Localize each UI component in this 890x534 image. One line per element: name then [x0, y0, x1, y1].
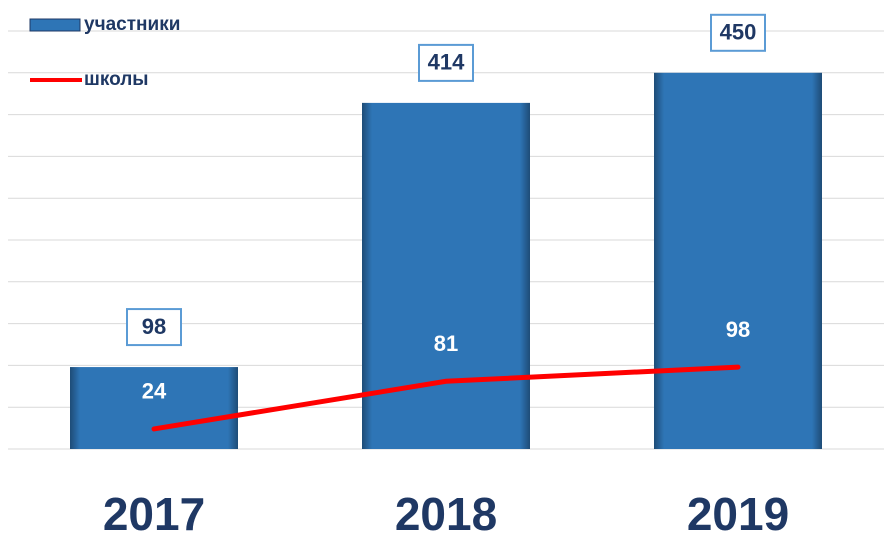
line-value-label: 81 [434, 331, 458, 356]
line [151, 364, 741, 432]
value-label: 450 [720, 20, 757, 45]
value-label: 414 [428, 50, 465, 75]
bar-bevel [362, 102, 530, 450]
x-tick-label: 2017 [103, 488, 205, 534]
x-tick-label: 2019 [687, 488, 789, 534]
value-label-box [418, 43, 474, 82]
bar-bevel [654, 72, 822, 450]
line-value-label: 98 [726, 317, 750, 342]
line-value-label: 24 [142, 379, 167, 404]
value-label: 98 [142, 314, 166, 339]
legend-label: школы [84, 69, 149, 90]
bar-bevel [70, 367, 238, 449]
legend-swatch [29, 18, 81, 32]
value-label-box [710, 13, 766, 52]
legend-label: участники [84, 14, 180, 35]
value-label-box [126, 308, 182, 347]
x-tick-label: 2018 [395, 488, 497, 534]
